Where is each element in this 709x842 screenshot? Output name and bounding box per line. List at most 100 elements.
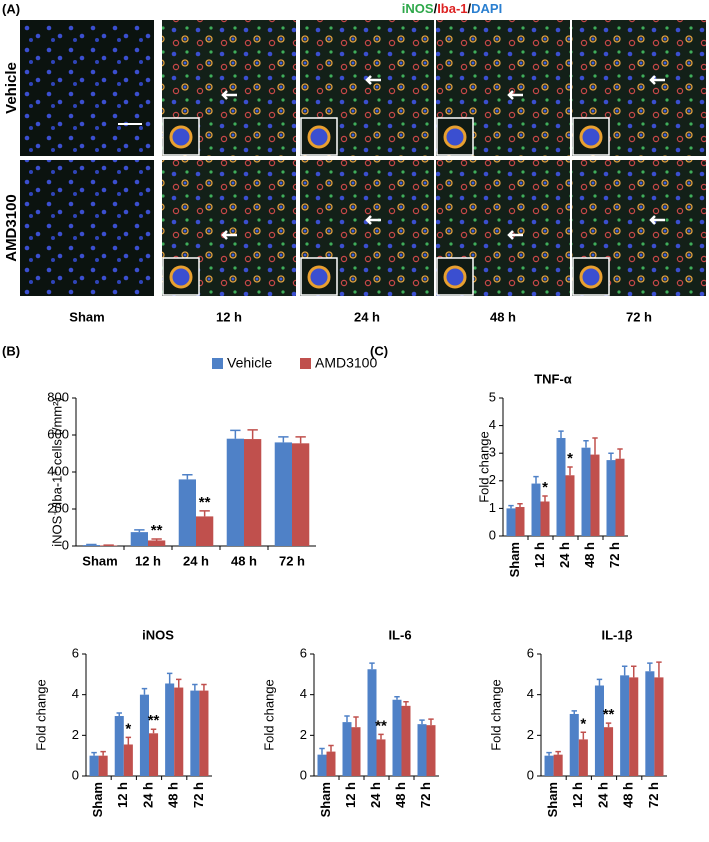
- bar: [402, 706, 411, 776]
- y-axis-label: Fold change: [33, 679, 48, 751]
- significance-label: **: [375, 717, 387, 734]
- bar: [427, 725, 436, 776]
- x-tick-label: 72 h: [279, 553, 305, 568]
- y-tick-label: 4: [527, 686, 534, 701]
- inset-cell: [309, 267, 329, 287]
- x-tick-label: 24 h: [183, 553, 209, 568]
- x-tick-label: 72 h: [191, 782, 206, 808]
- title-part: iNOS: [402, 1, 434, 16]
- bar: [516, 507, 525, 536]
- error-bar: [353, 717, 358, 727]
- y-tick-label: 2: [72, 727, 79, 742]
- y-tick-label: 600: [47, 426, 69, 441]
- significance-label: **: [603, 706, 615, 723]
- error-bar: [100, 752, 105, 756]
- bar: [318, 755, 327, 776]
- column-label: 24 h: [354, 309, 380, 324]
- x-tick-label: 72 h: [607, 542, 622, 568]
- error-bar: [394, 697, 399, 700]
- significance-label: *: [125, 720, 131, 737]
- bar: [292, 443, 309, 546]
- bar: [570, 714, 579, 776]
- bar: [532, 484, 541, 536]
- x-tick-label: 48 h: [166, 782, 181, 808]
- error-bar: [230, 430, 240, 438]
- error-bar: [517, 504, 522, 507]
- error-bar: [622, 666, 627, 675]
- error-bar: [126, 737, 131, 744]
- legend-swatch: [212, 358, 223, 369]
- error-bar: [192, 685, 197, 691]
- bar: [115, 716, 124, 776]
- panel-label: (B): [2, 343, 20, 358]
- y-tick-label: 1: [489, 500, 496, 515]
- error-bar: [151, 729, 156, 733]
- bar: [620, 675, 629, 776]
- bar: [352, 727, 361, 776]
- bar: [327, 752, 336, 776]
- y-tick-label: 0: [300, 767, 307, 782]
- bar: [645, 671, 654, 776]
- error-bar: [508, 506, 513, 509]
- panel-label: (A): [2, 1, 20, 16]
- x-tick-label: 24 h: [557, 542, 572, 568]
- error-bar: [558, 431, 563, 438]
- error-bar: [295, 437, 305, 443]
- error-bar: [278, 437, 288, 443]
- bar: [554, 755, 563, 776]
- error-bar: [369, 663, 374, 669]
- y-tick-label: 6: [300, 645, 307, 660]
- bar: [165, 683, 174, 776]
- significance-label: **: [151, 522, 163, 539]
- inset-cell: [171, 127, 191, 147]
- bar: [393, 700, 402, 776]
- y-tick-label: 400: [47, 463, 69, 478]
- bar: [227, 439, 244, 546]
- x-tick-label: Sham: [82, 553, 117, 568]
- chart-title: IL-6: [388, 627, 411, 642]
- error-bar: [617, 449, 622, 459]
- error-bar: [142, 689, 147, 695]
- bar: [545, 756, 554, 776]
- error-bar: [608, 453, 613, 460]
- legend-label: Vehicle: [227, 355, 272, 371]
- bar: [149, 733, 158, 776]
- bar: [199, 691, 208, 776]
- x-tick-label: 24 h: [140, 782, 155, 808]
- error-bar: [182, 475, 192, 480]
- error-bar: [117, 713, 122, 716]
- x-tick-label: 48 h: [621, 782, 636, 808]
- error-bar: [378, 734, 383, 739]
- x-tick-label: 72 h: [646, 782, 661, 808]
- bar: [579, 739, 588, 776]
- error-bar: [647, 663, 652, 671]
- y-tick-label: 4: [489, 417, 496, 432]
- error-bar: [167, 673, 172, 683]
- y-tick-label: 0: [72, 767, 79, 782]
- error-bar: [199, 511, 209, 517]
- error-bar: [419, 720, 424, 724]
- bar: [244, 439, 261, 546]
- error-bar: [91, 753, 96, 756]
- inset-cell: [445, 127, 465, 147]
- bar: [148, 540, 165, 546]
- error-bar: [606, 723, 611, 727]
- y-tick-label: 0: [527, 767, 534, 782]
- panel-label: (C): [370, 343, 388, 358]
- row-label: AMD3100: [3, 194, 20, 262]
- error-bar: [555, 752, 560, 755]
- inset-cell: [581, 127, 601, 147]
- inset-cell: [171, 267, 191, 287]
- bar: [377, 739, 386, 776]
- error-bar: [597, 679, 602, 685]
- error-bar: [134, 530, 144, 532]
- y-tick-label: 4: [72, 686, 79, 701]
- error-bar: [581, 732, 586, 739]
- bar: [595, 686, 604, 776]
- error-bar: [319, 749, 324, 755]
- y-tick-label: 0: [489, 527, 496, 542]
- significance-label: **: [148, 712, 160, 729]
- x-tick-label: 48 h: [393, 782, 408, 808]
- x-tick-label: 48 h: [231, 553, 257, 568]
